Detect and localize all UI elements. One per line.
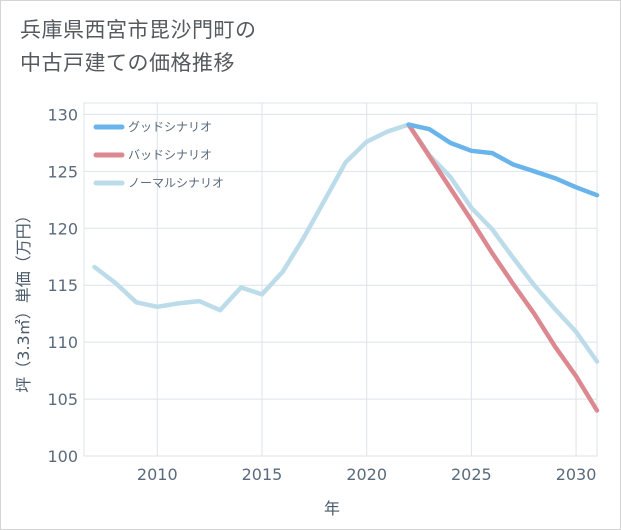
legend-label-2: ノーマルシナリオ <box>128 176 224 190</box>
y-axis-label: 坪（3.3㎡）単価（万円） <box>14 207 33 392</box>
x-tick-label: 2020 <box>346 465 387 484</box>
series-lines <box>92 122 600 413</box>
title-line-1: 兵庫県西宮市毘沙門町の <box>20 18 257 42</box>
x-tick-label: 2025 <box>451 465 492 484</box>
axes: 100 105 110 115 120 125 130 2010 2015 2020 2025 203… <box>47 105 596 484</box>
x-tick-label: 2015 <box>242 465 283 484</box>
x-axis-label: 年 <box>324 499 340 518</box>
y-tick-label: 120 <box>47 219 78 238</box>
x-tick-label: 2010 <box>137 465 178 484</box>
legend-label-1: バッドシナリオ <box>128 148 212 162</box>
y-tick-label: 130 <box>47 105 78 124</box>
y-tick-label: 110 <box>47 333 78 352</box>
series-line-1 <box>406 122 600 413</box>
y-tick-label: 100 <box>47 447 78 466</box>
title-line-2: 中古戸建ての価格推移 <box>20 51 235 75</box>
series-line-0 <box>406 122 600 198</box>
legend-label-0: グッドシナリオ <box>128 120 212 134</box>
y-tick-label: 105 <box>47 390 78 409</box>
chart-title: 兵庫県西宮市毘沙門町の 中古戸建ての価格推移 <box>20 14 257 80</box>
y-tick-label: 115 <box>47 276 78 295</box>
x-tick-label: 2030 <box>556 465 597 484</box>
y-tick-label: 125 <box>47 162 78 181</box>
